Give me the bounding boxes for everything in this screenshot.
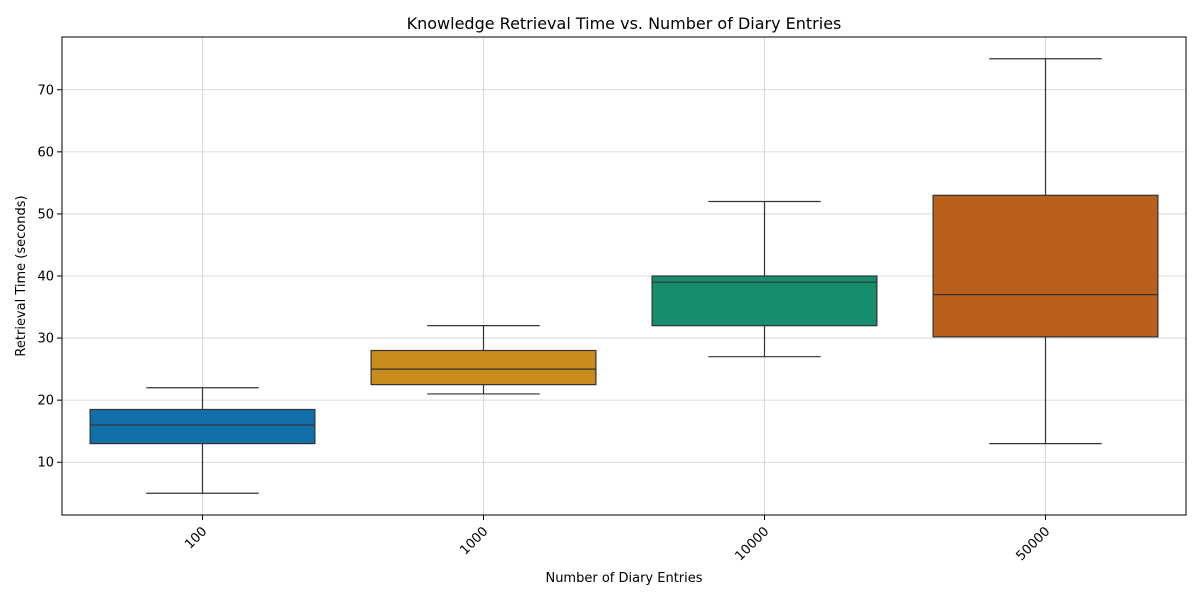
x-axis-ticks: 100 1000 10000 50000 [182, 515, 1053, 564]
box-iqr [89, 408, 316, 445]
y-tick-label: 40 [37, 270, 54, 285]
y-tick-label: 20 [37, 394, 54, 409]
box-group [89, 387, 316, 494]
box-group [932, 58, 1159, 445]
box-iqr [651, 275, 878, 327]
y-tick-label: 50 [37, 207, 54, 222]
y-tick-label: 60 [37, 145, 54, 160]
box-iqr [370, 349, 597, 386]
chart-title: Knowledge Retrieval Time vs. Number of D… [407, 14, 842, 33]
box-group [370, 325, 597, 395]
x-tick-label: 50000 [1013, 524, 1053, 564]
x-tick-label: 1000 [457, 524, 491, 558]
y-tick-label: 30 [37, 332, 54, 347]
box-iqr [932, 194, 1159, 338]
box-group [651, 200, 878, 358]
x-axis-label: Number of Diary Entries [545, 571, 702, 586]
x-tick-label: 10000 [732, 524, 772, 564]
x-tick-label: 100 [182, 524, 210, 552]
y-tick-label: 70 [37, 83, 54, 98]
y-axis-ticks: 10 20 30 40 50 60 70 [37, 83, 62, 471]
y-tick-label: 10 [37, 456, 54, 471]
y-axis-label: Retrieval Time (seconds) [14, 195, 29, 356]
boxes [89, 58, 1159, 494]
